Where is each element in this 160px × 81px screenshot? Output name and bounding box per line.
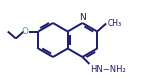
Text: N: N — [79, 12, 86, 21]
Text: CH₃: CH₃ — [107, 18, 121, 28]
Text: HN−NH₂: HN−NH₂ — [90, 65, 126, 74]
Text: O: O — [22, 27, 29, 36]
